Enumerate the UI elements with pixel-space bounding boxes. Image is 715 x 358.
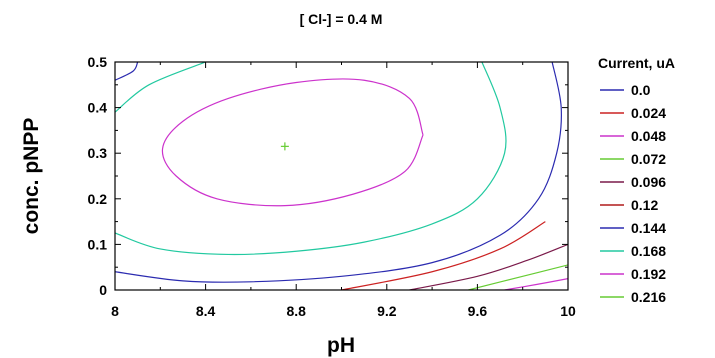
contour-line-0.192 (161, 78, 424, 207)
y-tick-label: 0.1 (88, 236, 108, 252)
contour-line-0.048 (504, 278, 568, 290)
legend-label: 0.0 (631, 82, 651, 98)
x-tick-label: 9.6 (468, 303, 488, 319)
contour-line-0.144 (115, 62, 139, 81)
legend-label: 0.024 (631, 105, 666, 121)
contour-line-0.12 (341, 221, 546, 290)
legend-label: 0.048 (631, 128, 666, 144)
x-tick-label: 8.4 (196, 303, 216, 319)
contour-line-0.168 (115, 62, 507, 256)
y-axis: 0 0.1 0.2 0.3 0.4 0.5 (88, 54, 568, 298)
legend-label: 0.144 (631, 220, 666, 236)
legend: Current, uA 0.0 0.024 0.048 0.072 0.096 0.12 0… (598, 55, 675, 305)
y-tick-label: 0.5 (88, 54, 108, 70)
legend-label: 0.072 (631, 151, 666, 167)
chart-title: [ Cl-] = 0.4 M (300, 11, 383, 27)
optimum-marker (280, 142, 289, 151)
y-tick-label: 0.2 (88, 191, 108, 207)
contour-line-0.168 (115, 62, 206, 113)
x-tick-label: 10 (560, 303, 576, 319)
plot-frame (114, 61, 569, 291)
legend-label: 0.12 (631, 197, 658, 213)
legend-label: 0.216 (631, 289, 666, 305)
y-tick-label: 0 (99, 282, 107, 298)
contour-line-0.096 (409, 243, 568, 290)
y-tick-label: 0.4 (88, 100, 108, 116)
contour-line-0.144 (115, 62, 562, 283)
y-axis-label: conc. pNPP (20, 118, 43, 235)
x-axis: 8 8.4 8.8 9.2 9.6 10 (111, 62, 576, 319)
legend-label: 0.192 (631, 266, 666, 282)
y-tick-label: 0.3 (88, 145, 108, 161)
x-axis-label: pH (327, 334, 355, 357)
contour-lines (115, 62, 568, 290)
legend-title: Current, uA (598, 55, 675, 71)
contour-line-0.072 (468, 264, 568, 290)
legend-label: 0.096 (631, 174, 666, 190)
x-tick-label: 8 (111, 303, 119, 319)
x-tick-label: 8.8 (286, 303, 306, 319)
legend-label: 0.168 (631, 243, 666, 259)
x-tick-label: 9.2 (377, 303, 397, 319)
